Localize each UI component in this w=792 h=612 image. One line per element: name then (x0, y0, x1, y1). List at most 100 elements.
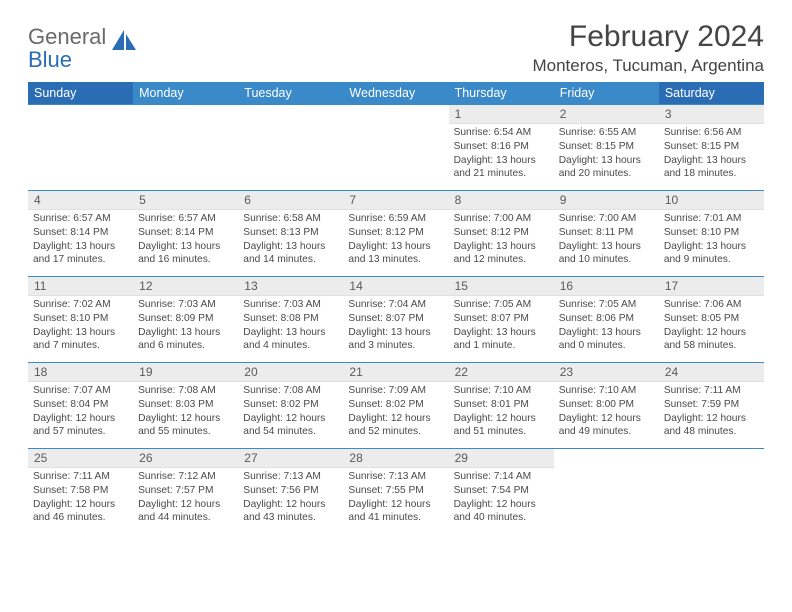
calendar-week-row: 11Sunrise: 7:02 AMSunset: 8:10 PMDayligh… (28, 277, 764, 363)
calendar-day-cell: 16Sunrise: 7:05 AMSunset: 8:06 PMDayligh… (554, 277, 659, 363)
day-details: Sunrise: 7:08 AMSunset: 8:03 PMDaylight:… (133, 382, 238, 441)
sunrise-line: Sunrise: 7:11 AM (33, 470, 128, 484)
sunrise-line: Sunrise: 7:02 AM (33, 298, 128, 312)
calendar-day-cell: 28Sunrise: 7:13 AMSunset: 7:55 PMDayligh… (343, 449, 448, 535)
calendar-day-cell (28, 105, 133, 191)
sunrise-line: Sunrise: 7:09 AM (348, 384, 443, 398)
daylight-line: Daylight: 13 hours and 1 minute. (454, 326, 549, 354)
calendar-day-cell: 18Sunrise: 7:07 AMSunset: 8:04 PMDayligh… (28, 363, 133, 449)
daylight-line: Daylight: 12 hours and 43 minutes. (243, 498, 338, 526)
calendar-day-cell: 27Sunrise: 7:13 AMSunset: 7:56 PMDayligh… (238, 449, 343, 535)
day-number: 12 (133, 277, 238, 296)
sunrise-line: Sunrise: 7:13 AM (348, 470, 443, 484)
sunrise-line: Sunrise: 6:56 AM (664, 126, 759, 140)
sunset-line: Sunset: 8:09 PM (138, 312, 233, 326)
sunrise-line: Sunrise: 6:55 AM (559, 126, 654, 140)
calendar-day-cell: 20Sunrise: 7:08 AMSunset: 8:02 PMDayligh… (238, 363, 343, 449)
sunset-line: Sunset: 8:15 PM (664, 140, 759, 154)
sunrise-line: Sunrise: 7:12 AM (138, 470, 233, 484)
daylight-line: Daylight: 13 hours and 14 minutes. (243, 240, 338, 268)
sunrise-line: Sunrise: 7:05 AM (454, 298, 549, 312)
sunrise-line: Sunrise: 6:54 AM (454, 126, 549, 140)
daylight-line: Daylight: 12 hours and 44 minutes. (138, 498, 233, 526)
sunrise-line: Sunrise: 7:11 AM (664, 384, 759, 398)
calendar-day-cell: 10Sunrise: 7:01 AMSunset: 8:10 PMDayligh… (659, 191, 764, 277)
day-number: 10 (659, 191, 764, 210)
sunset-line: Sunset: 8:08 PM (243, 312, 338, 326)
day-details: Sunrise: 7:13 AMSunset: 7:55 PMDaylight:… (343, 468, 448, 527)
day-details: Sunrise: 7:12 AMSunset: 7:57 PMDaylight:… (133, 468, 238, 527)
calendar-day-cell: 8Sunrise: 7:00 AMSunset: 8:12 PMDaylight… (449, 191, 554, 277)
day-number: 20 (238, 363, 343, 382)
day-details: Sunrise: 6:54 AMSunset: 8:16 PMDaylight:… (449, 124, 554, 183)
daylight-line: Daylight: 12 hours and 51 minutes. (454, 412, 549, 440)
sunrise-line: Sunrise: 7:05 AM (559, 298, 654, 312)
day-details: Sunrise: 7:13 AMSunset: 7:56 PMDaylight:… (238, 468, 343, 527)
day-number: 23 (554, 363, 659, 382)
calendar-week-row: 4Sunrise: 6:57 AMSunset: 8:14 PMDaylight… (28, 191, 764, 277)
calendar-day-cell (133, 105, 238, 191)
day-details: Sunrise: 7:02 AMSunset: 8:10 PMDaylight:… (28, 296, 133, 355)
sunset-line: Sunset: 8:14 PM (138, 226, 233, 240)
daylight-line: Daylight: 12 hours and 49 minutes. (559, 412, 654, 440)
dow-header-cell: Tuesday (238, 82, 343, 105)
day-number: 2 (554, 105, 659, 124)
day-details: Sunrise: 6:57 AMSunset: 8:14 PMDaylight:… (28, 210, 133, 269)
day-number: 3 (659, 105, 764, 124)
day-details: Sunrise: 6:57 AMSunset: 8:14 PMDaylight:… (133, 210, 238, 269)
daylight-line: Daylight: 13 hours and 12 minutes. (454, 240, 549, 268)
daylight-line: Daylight: 13 hours and 4 minutes. (243, 326, 338, 354)
sunset-line: Sunset: 7:59 PM (664, 398, 759, 412)
day-number: 13 (238, 277, 343, 296)
logo-text: General Blue (28, 26, 106, 72)
sunset-line: Sunset: 8:13 PM (243, 226, 338, 240)
calendar-table: SundayMondayTuesdayWednesdayThursdayFrid… (28, 82, 764, 535)
day-number: 7 (343, 191, 448, 210)
calendar-day-cell: 21Sunrise: 7:09 AMSunset: 8:02 PMDayligh… (343, 363, 448, 449)
month-title: February 2024 (532, 20, 764, 54)
sunrise-line: Sunrise: 7:08 AM (243, 384, 338, 398)
sunset-line: Sunset: 8:12 PM (348, 226, 443, 240)
day-details: Sunrise: 7:08 AMSunset: 8:02 PMDaylight:… (238, 382, 343, 441)
calendar-week-row: 25Sunrise: 7:11 AMSunset: 7:58 PMDayligh… (28, 449, 764, 535)
daylight-line: Daylight: 12 hours and 40 minutes. (454, 498, 549, 526)
daylight-line: Daylight: 12 hours and 54 minutes. (243, 412, 338, 440)
sunset-line: Sunset: 8:07 PM (348, 312, 443, 326)
daylight-line: Daylight: 13 hours and 10 minutes. (559, 240, 654, 268)
calendar-day-cell: 7Sunrise: 6:59 AMSunset: 8:12 PMDaylight… (343, 191, 448, 277)
day-number: 11 (28, 277, 133, 296)
day-details: Sunrise: 7:04 AMSunset: 8:07 PMDaylight:… (343, 296, 448, 355)
logo-word2: Blue (28, 47, 72, 72)
sunset-line: Sunset: 8:10 PM (33, 312, 128, 326)
calendar-day-cell: 29Sunrise: 7:14 AMSunset: 7:54 PMDayligh… (449, 449, 554, 535)
day-details: Sunrise: 7:06 AMSunset: 8:05 PMDaylight:… (659, 296, 764, 355)
dow-header-cell: Saturday (659, 82, 764, 105)
daylight-line: Daylight: 13 hours and 20 minutes. (559, 154, 654, 182)
day-details: Sunrise: 6:59 AMSunset: 8:12 PMDaylight:… (343, 210, 448, 269)
day-details: Sunrise: 7:11 AMSunset: 7:59 PMDaylight:… (659, 382, 764, 441)
day-details: Sunrise: 7:14 AMSunset: 7:54 PMDaylight:… (449, 468, 554, 527)
daylight-line: Daylight: 13 hours and 18 minutes. (664, 154, 759, 182)
calendar-page: General Blue February 2024 Monteros, Tuc… (0, 0, 792, 545)
calendar-day-cell: 26Sunrise: 7:12 AMSunset: 7:57 PMDayligh… (133, 449, 238, 535)
dow-header-cell: Sunday (28, 82, 133, 105)
sunset-line: Sunset: 8:00 PM (559, 398, 654, 412)
day-details: Sunrise: 6:58 AMSunset: 8:13 PMDaylight:… (238, 210, 343, 269)
day-number: 4 (28, 191, 133, 210)
day-details: Sunrise: 7:10 AMSunset: 8:00 PMDaylight:… (554, 382, 659, 441)
day-details: Sunrise: 7:05 AMSunset: 8:07 PMDaylight:… (449, 296, 554, 355)
sunset-line: Sunset: 8:07 PM (454, 312, 549, 326)
day-number: 26 (133, 449, 238, 468)
calendar-day-cell: 23Sunrise: 7:10 AMSunset: 8:00 PMDayligh… (554, 363, 659, 449)
logo-word1: General (28, 24, 106, 49)
sunrise-line: Sunrise: 7:06 AM (664, 298, 759, 312)
calendar-day-cell: 1Sunrise: 6:54 AMSunset: 8:16 PMDaylight… (449, 105, 554, 191)
day-number: 1 (449, 105, 554, 124)
logo: General Blue (28, 20, 138, 72)
sunset-line: Sunset: 8:11 PM (559, 226, 654, 240)
sunrise-line: Sunrise: 6:58 AM (243, 212, 338, 226)
sunset-line: Sunset: 8:03 PM (138, 398, 233, 412)
location: Monteros, Tucuman, Argentina (532, 56, 764, 76)
day-details: Sunrise: 7:03 AMSunset: 8:08 PMDaylight:… (238, 296, 343, 355)
dow-header-cell: Monday (133, 82, 238, 105)
